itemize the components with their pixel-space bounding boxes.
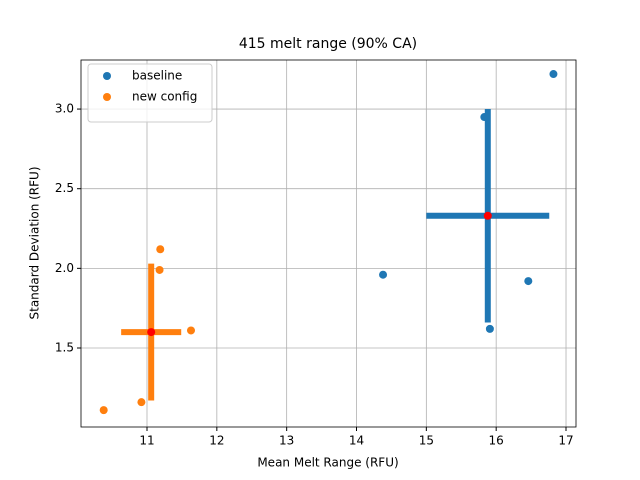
chart-title: 415 melt range (90% CA) [239,36,417,52]
point [524,277,533,286]
x-tick-label: 12 [209,434,224,448]
x-axis-label: Mean Melt Range (RFU) [257,456,398,470]
x-tick-label: 17 [558,434,573,448]
legend-label: baseline [132,69,182,83]
point [485,324,494,333]
point [379,270,388,279]
y-axis-label: Standard Deviation (RFU) [28,166,42,319]
mean-point [483,211,492,220]
y-tick-label: 2.5 [55,181,74,195]
y-tick-label: 2.0 [55,261,74,275]
point [156,245,165,254]
y-tick-label: 3.0 [55,102,74,116]
point [186,326,195,335]
plot-frame [80,59,577,428]
x-tick-label: 16 [489,434,504,448]
legend-box [87,63,213,123]
x-tick-label: 13 [279,434,294,448]
point [99,406,108,415]
x-tick-label: 15 [419,434,434,448]
legend-label: new config [132,90,197,104]
point [549,70,558,79]
point [155,265,164,274]
legend-marker [103,93,111,101]
y-tick-label: 1.5 [55,340,74,354]
x-tick-label: 14 [349,434,364,448]
x-tick-label: 11 [139,434,154,448]
legend-marker [103,72,111,80]
mean-point [147,328,156,337]
point [137,398,146,407]
